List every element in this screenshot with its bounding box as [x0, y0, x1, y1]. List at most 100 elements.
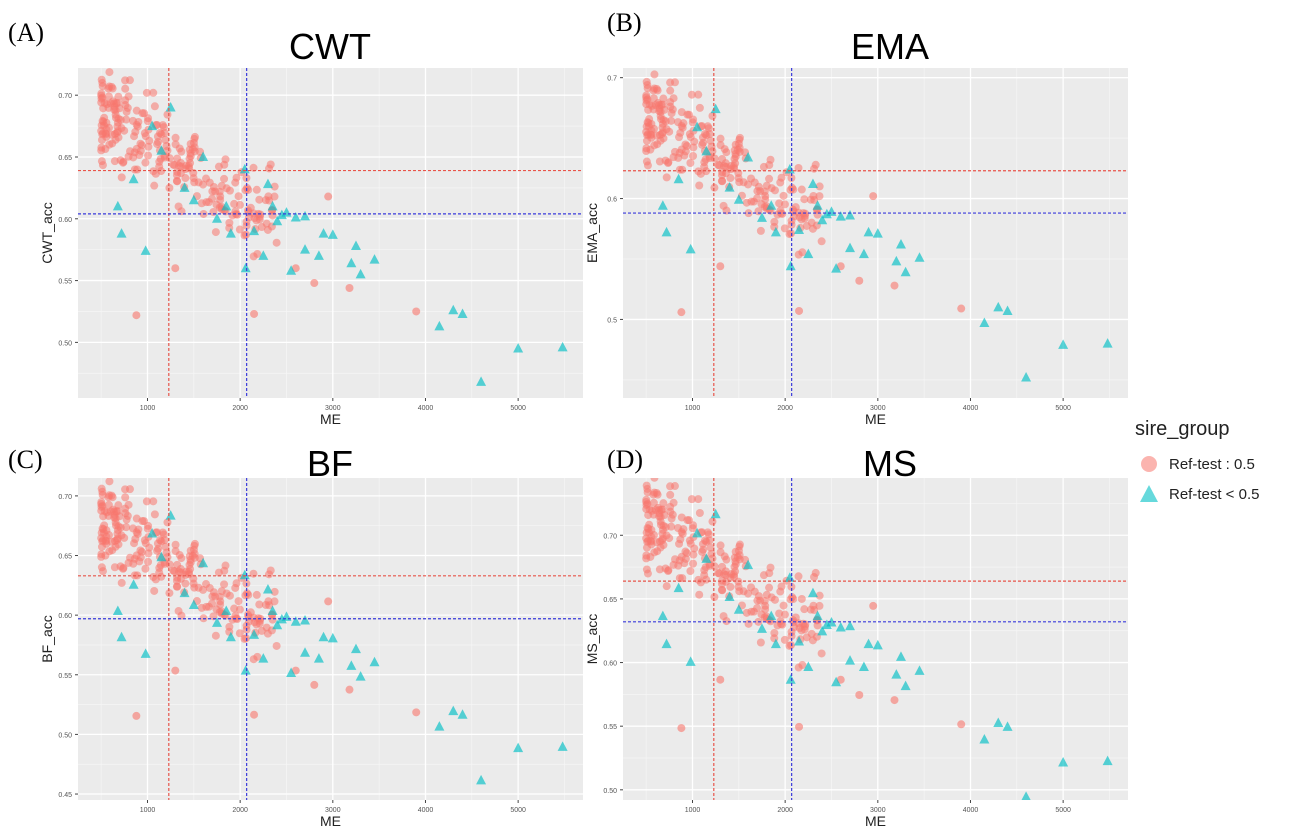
point-ref-high: [817, 649, 826, 658]
x-axis-label: ME: [320, 411, 341, 427]
x-tick-label: 5000: [510, 405, 526, 412]
point-ref-high: [165, 183, 174, 192]
y-tick-label: 0.65: [603, 597, 617, 604]
point-ref-high: [142, 88, 151, 97]
point-ref-low: [794, 636, 805, 646]
point-ref-high: [667, 109, 676, 118]
point-ref-low: [240, 665, 251, 675]
point-ref-high: [810, 573, 819, 582]
point-ref-high: [721, 567, 730, 576]
point-ref-high: [144, 142, 153, 151]
point-ref-high: [644, 528, 653, 537]
point-ref-high: [99, 528, 108, 537]
point-ref-low: [290, 212, 301, 222]
point-ref-high: [202, 174, 211, 183]
point-ref-high: [161, 542, 170, 551]
point-ref-low: [756, 623, 767, 633]
point-ref-high: [97, 550, 106, 559]
point-ref-high: [689, 143, 698, 152]
point-ref-high: [189, 174, 198, 183]
point-ref-high: [717, 585, 726, 594]
point-ref-high: [695, 103, 704, 112]
point-ref-low: [221, 200, 232, 211]
legend-circle-marker: [1135, 450, 1163, 478]
point-ref-high: [678, 123, 687, 132]
point-ref-high: [716, 262, 725, 271]
point-ref-low: [346, 660, 357, 670]
point-ref-high: [172, 176, 181, 185]
point-ref-low: [249, 225, 260, 236]
panel-ema: 1000 2000 3000 4000 5000 0.5 0.6 0.7 ME EMA_acc: [584, 68, 1128, 427]
point-ref-low: [784, 164, 795, 174]
point-ref-low: [156, 145, 167, 155]
point-ref-high: [815, 601, 824, 610]
point-ref-high: [189, 138, 198, 147]
point-ref-high: [99, 129, 108, 138]
point-ref-low: [657, 610, 668, 621]
point-ref-high: [97, 542, 106, 551]
point-ref-high: [235, 200, 244, 209]
point-ref-low: [300, 647, 311, 657]
point-ref-low: [258, 250, 269, 260]
point-ref-high: [642, 481, 651, 490]
point-ref-high: [149, 497, 158, 506]
point-ref-high: [217, 181, 226, 190]
point-ref-high: [642, 136, 651, 145]
point-ref-low: [858, 248, 869, 259]
point-ref-low: [457, 709, 468, 719]
point-ref-high: [762, 590, 771, 599]
point-ref-low: [434, 721, 445, 731]
point-ref-high: [104, 103, 113, 112]
point-ref-low: [858, 661, 869, 671]
point-ref-high: [817, 237, 826, 246]
point-ref-low: [276, 613, 287, 624]
point-ref-low: [692, 527, 703, 538]
point-ref-high: [246, 608, 255, 617]
point-ref-low: [807, 587, 818, 598]
point-ref-high: [703, 528, 712, 537]
point-ref-high: [197, 199, 206, 208]
point-ref-high: [656, 513, 665, 522]
point-ref-high: [722, 617, 731, 626]
point-ref-high: [158, 121, 167, 130]
point-ref-high: [97, 75, 106, 84]
point-ref-low: [286, 265, 297, 275]
point-ref-high: [791, 203, 800, 212]
point-ref-high: [98, 82, 107, 91]
point-ref-low: [1021, 371, 1032, 382]
point-ref-high: [97, 135, 106, 144]
point-ref-high: [776, 587, 785, 596]
point-ref-high: [153, 140, 162, 149]
point-ref-low: [240, 262, 251, 273]
point-ref-high: [794, 572, 803, 581]
point-ref-high: [685, 110, 694, 119]
point-ref-high: [220, 174, 229, 183]
point-ref-high: [791, 613, 800, 622]
point-ref-high: [797, 185, 806, 194]
point-ref-high: [757, 200, 766, 209]
point-ref-low: [993, 301, 1004, 312]
point-ref-high: [776, 178, 785, 187]
point-ref-high: [105, 68, 114, 77]
point-ref-high: [675, 133, 684, 142]
x-tick-label: 1000: [140, 405, 156, 412]
point-ref-high: [141, 132, 150, 141]
point-ref-high: [957, 304, 966, 313]
point-ref-low: [300, 244, 311, 254]
point-ref-low: [872, 639, 883, 650]
point-ref-low: [812, 200, 823, 210]
point-ref-high: [650, 70, 659, 79]
point-ref-high: [270, 192, 279, 201]
point-ref-high: [689, 151, 698, 160]
point-ref-low: [807, 178, 818, 189]
point-ref-high: [788, 183, 797, 192]
point-ref-high: [197, 603, 206, 612]
point-ref-low: [140, 648, 151, 658]
plot-background: [623, 478, 1128, 800]
point-ref-high: [231, 583, 240, 592]
point-ref-high: [744, 180, 753, 189]
point-ref-high: [141, 539, 150, 548]
point-ref-high: [654, 99, 663, 108]
point-ref-high: [225, 591, 234, 600]
